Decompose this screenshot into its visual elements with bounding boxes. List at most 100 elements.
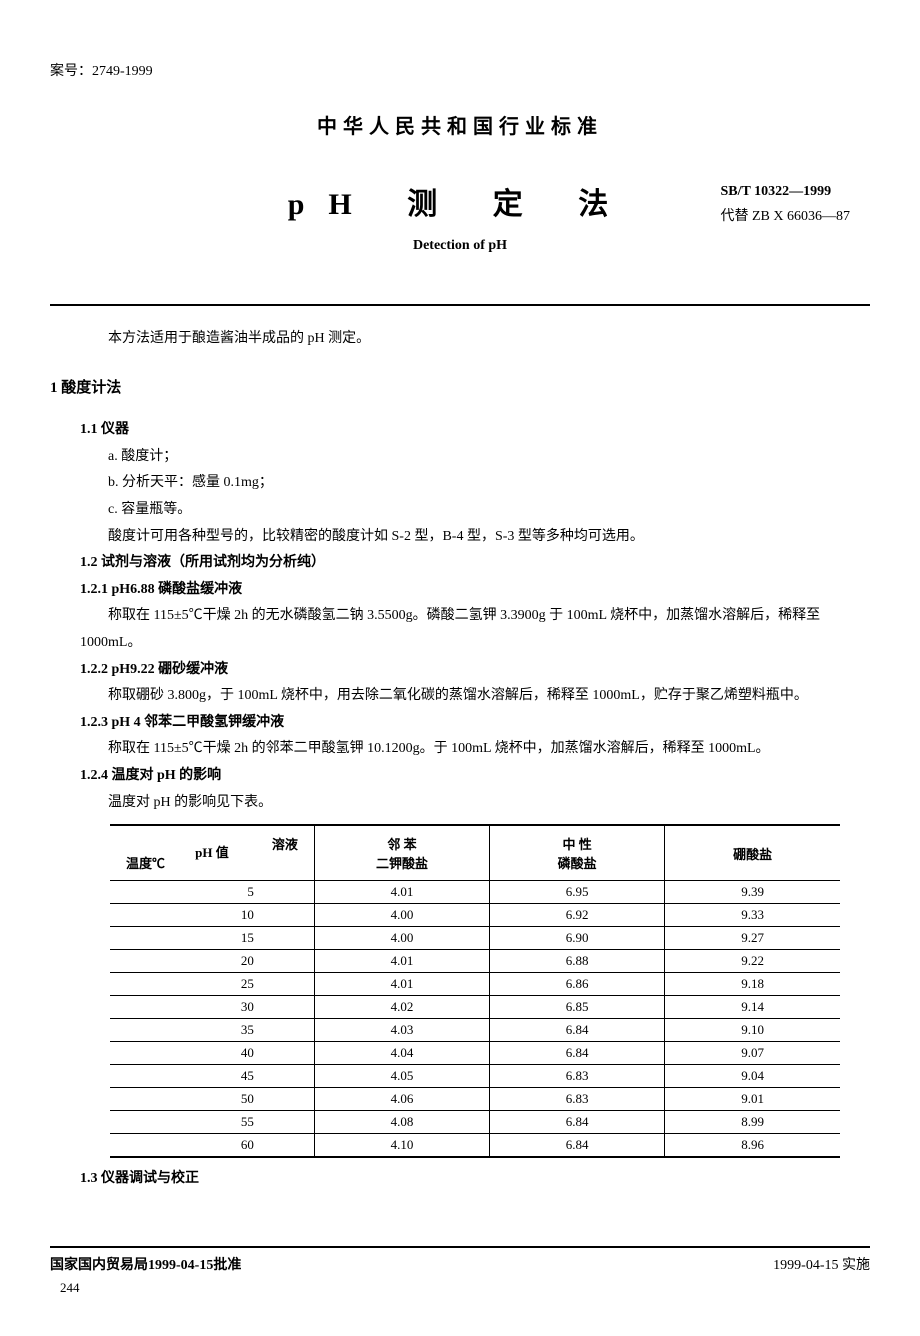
sec-1-2-1-body: 称取在 115±5℃干燥 2h 的无水磷酸氢二钠 3.5500g。磷酸二氢钾 3… bbox=[80, 603, 870, 656]
header-temp: 温度℃ bbox=[126, 853, 165, 872]
ph-temperature-table: 溶液 pH 值 温度℃ 邻 苯二钾酸盐 中 性磷酸盐 硼酸盐 54.016.95… bbox=[110, 824, 840, 1158]
col-2-header: 邻 苯二钾酸盐 bbox=[314, 825, 489, 881]
col-3-header: 中 性磷酸盐 bbox=[490, 825, 665, 881]
table-cell: 9.01 bbox=[665, 1088, 840, 1111]
page-number: 244 bbox=[60, 1280, 870, 1296]
table-cell: 30 bbox=[110, 996, 314, 1019]
main-header: 中华人民共和国行业标准 bbox=[50, 110, 870, 139]
title-main: pH 测 定 法 bbox=[288, 179, 633, 223]
table-cell: 15 bbox=[110, 927, 314, 950]
table-cell: 9.39 bbox=[665, 881, 840, 904]
table-cell: 4.01 bbox=[314, 881, 489, 904]
subtitle-english: Detection of pH bbox=[50, 238, 870, 254]
section-1-3-wrap: 1.3 仪器调试与校正 bbox=[80, 1166, 870, 1193]
table-cell: 4.03 bbox=[314, 1019, 489, 1042]
sec-1-3: 1.3 仪器调试与校正 bbox=[80, 1166, 870, 1193]
table-cell: 9.14 bbox=[665, 996, 840, 1019]
table-body: 54.016.959.39104.006.929.33154.006.909.2… bbox=[110, 881, 840, 1158]
replace-text: 代替 ZB X 66036—87 bbox=[721, 204, 851, 229]
table-row: 404.046.849.07 bbox=[110, 1042, 840, 1065]
table-cell: 55 bbox=[110, 1111, 314, 1134]
table-row: 204.016.889.22 bbox=[110, 950, 840, 973]
table-cell: 9.33 bbox=[665, 904, 840, 927]
table-cell: 60 bbox=[110, 1134, 314, 1158]
intro-text: 本方法适用于酿造酱油半成品的 pH 测定。 bbox=[80, 326, 840, 351]
table-cell: 4.04 bbox=[314, 1042, 489, 1065]
sec-1-1: 1.1 仪器 bbox=[80, 417, 870, 444]
table-cell: 20 bbox=[110, 950, 314, 973]
table-cell: 6.83 bbox=[490, 1088, 665, 1111]
table-row: 104.006.929.33 bbox=[110, 904, 840, 927]
table-cell: 9.22 bbox=[665, 950, 840, 973]
table-cell: 40 bbox=[110, 1042, 314, 1065]
implementation-text: 1999-04-15 实施 bbox=[773, 1254, 870, 1274]
sec-1-2-4-body: 温度对 pH 的影响见下表。 bbox=[80, 790, 870, 817]
table-cell: 45 bbox=[110, 1065, 314, 1088]
table-cell: 6.84 bbox=[490, 1111, 665, 1134]
table-cell: 8.99 bbox=[665, 1111, 840, 1134]
table-cell: 50 bbox=[110, 1088, 314, 1111]
table-cell: 6.95 bbox=[490, 881, 665, 904]
table-row: 154.006.909.27 bbox=[110, 927, 840, 950]
diag-header: 溶液 pH 值 温度℃ bbox=[118, 832, 306, 874]
table-cell: 6.90 bbox=[490, 927, 665, 950]
approval-text: 国家国内贸易局1999-04-15批准 bbox=[50, 1254, 241, 1274]
table-cell: 35 bbox=[110, 1019, 314, 1042]
sec-1-2: 1.2 试剂与溶液（所用试剂均为分析纯） bbox=[80, 550, 870, 577]
sec-1-2-2-body: 称取硼砂 3.800g，于 100mL 烧杯中，用去除二氧化碳的蒸馏水溶解后，稀… bbox=[80, 683, 870, 710]
standard-number: SB/T 10322—1999 bbox=[721, 179, 851, 204]
table-cell: 6.84 bbox=[490, 1019, 665, 1042]
sec-1-2-1: 1.2.1 pH6.88 磷酸盐缓冲液 bbox=[80, 577, 870, 604]
section-1-heading: 1 酸度计法 bbox=[50, 376, 870, 397]
title-right: SB/T 10322—1999 代替 ZB X 66036—87 bbox=[721, 179, 851, 229]
section-body: 1.1 仪器 a. 酸度计； b. 分析天平：感量 0.1mg； c. 容量瓶等… bbox=[80, 417, 870, 816]
header-solution: 溶液 bbox=[272, 834, 298, 853]
sec-1-1-note: 酸度计可用各种型号的，比较精密的酸度计如 S-2 型，B-4 型，S-3 型等多… bbox=[80, 524, 870, 551]
table-cell: 6.83 bbox=[490, 1065, 665, 1088]
table-cell: 25 bbox=[110, 973, 314, 996]
table-cell: 8.96 bbox=[665, 1134, 840, 1158]
item-c: c. 容量瓶等。 bbox=[80, 497, 870, 524]
table-cell: 6.85 bbox=[490, 996, 665, 1019]
table-cell: 4.00 bbox=[314, 904, 489, 927]
ph-table-wrap: 溶液 pH 值 温度℃ 邻 苯二钾酸盐 中 性磷酸盐 硼酸盐 54.016.95… bbox=[110, 824, 840, 1158]
table-row: 504.066.839.01 bbox=[110, 1088, 840, 1111]
table-cell: 9.10 bbox=[665, 1019, 840, 1042]
table-row: 554.086.848.99 bbox=[110, 1111, 840, 1134]
sec-1-2-3-body: 称取在 115±5℃干燥 2h 的邻苯二甲酸氢钾 10.1200g。于 100m… bbox=[80, 736, 870, 763]
table-cell: 9.27 bbox=[665, 927, 840, 950]
table-cell: 9.07 bbox=[665, 1042, 840, 1065]
table-cell: 4.00 bbox=[314, 927, 489, 950]
table-cell: 4.08 bbox=[314, 1111, 489, 1134]
table-cell: 9.04 bbox=[665, 1065, 840, 1088]
table-row: 354.036.849.10 bbox=[110, 1019, 840, 1042]
item-b: b. 分析天平：感量 0.1mg； bbox=[80, 470, 870, 497]
table-cell: 4.05 bbox=[314, 1065, 489, 1088]
col-4-header: 硼酸盐 bbox=[665, 825, 840, 881]
footer-divider bbox=[50, 1246, 870, 1248]
table-row: 304.026.859.14 bbox=[110, 996, 840, 1019]
table-cell: 4.02 bbox=[314, 996, 489, 1019]
record-number: 案号：2749-1999 bbox=[50, 60, 870, 80]
table-cell: 6.88 bbox=[490, 950, 665, 973]
table-cell: 6.92 bbox=[490, 904, 665, 927]
table-cell: 6.86 bbox=[490, 973, 665, 996]
title-row: pH 测 定 法 SB/T 10322—1999 代替 ZB X 66036—8… bbox=[50, 179, 870, 223]
table-cell: 4.01 bbox=[314, 973, 489, 996]
table-cell: 6.84 bbox=[490, 1134, 665, 1158]
sec-1-2-4: 1.2.4 温度对 pH 的影响 bbox=[80, 763, 870, 790]
table-cell: 4.01 bbox=[314, 950, 489, 973]
table-row: 254.016.869.18 bbox=[110, 973, 840, 996]
table-cell: 9.18 bbox=[665, 973, 840, 996]
table-cell: 4.10 bbox=[314, 1134, 489, 1158]
table-cell: 5 bbox=[110, 881, 314, 904]
sec-1-2-3: 1.2.3 pH 4 邻苯二甲酸氢钾缓冲液 bbox=[80, 710, 870, 737]
table-cell: 6.84 bbox=[490, 1042, 665, 1065]
table-row: 454.056.839.04 bbox=[110, 1065, 840, 1088]
divider-top bbox=[50, 304, 870, 306]
table-cell: 4.06 bbox=[314, 1088, 489, 1111]
sec-1-2-2: 1.2.2 pH9.22 硼砂缓冲液 bbox=[80, 657, 870, 684]
table-cell: 10 bbox=[110, 904, 314, 927]
header-ph: pH 值 bbox=[195, 842, 229, 861]
item-a: a. 酸度计； bbox=[80, 444, 870, 471]
